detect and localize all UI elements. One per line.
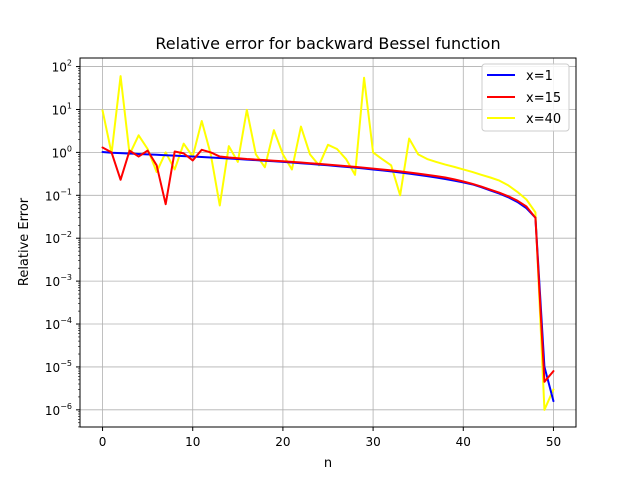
- x-tick-label: 50: [546, 435, 561, 449]
- x-tick-label: 40: [456, 435, 471, 449]
- legend-label-2: x=40: [526, 112, 561, 127]
- y-tick-label: 100: [52, 144, 72, 160]
- legend: x=1 x=15 x=40: [481, 63, 570, 132]
- series-line-x15: [101, 146, 555, 383]
- y-tick-label: 10−3: [45, 273, 72, 289]
- y-tick-label: 102: [52, 59, 72, 75]
- y-tick-label: 10−4: [45, 316, 72, 332]
- x-tick-label: 10: [185, 435, 200, 449]
- chart-title: Relative error for backward Bessel funct…: [155, 34, 500, 53]
- y-tick-label: 10−5: [45, 359, 72, 375]
- series-lines: [101, 75, 555, 411]
- series-line-x40: [101, 75, 555, 411]
- legend-label-1: x=15: [526, 91, 561, 106]
- y-tick-label: 10−1: [45, 187, 72, 203]
- x-tick-label: 0: [99, 435, 107, 449]
- grid: [80, 58, 576, 427]
- y-tick-label: 10−2: [45, 230, 72, 246]
- y-axis-label: Relative Error: [17, 197, 32, 286]
- x-axis: 0 10 20 30 40 50: [99, 427, 561, 449]
- legend-label-0: x=1: [526, 69, 553, 84]
- x-tick-label: 20: [275, 435, 290, 449]
- x-tick-label: 30: [365, 435, 380, 449]
- x-axis-label: n: [324, 456, 332, 471]
- legend-box: [481, 63, 570, 132]
- y-axis: 102 101 100 10−1 10−2 10−3 10−4 10−5 10−6: [45, 59, 80, 428]
- y-tick-label: 10−6: [45, 402, 72, 418]
- y-tick-label: 101: [52, 101, 72, 117]
